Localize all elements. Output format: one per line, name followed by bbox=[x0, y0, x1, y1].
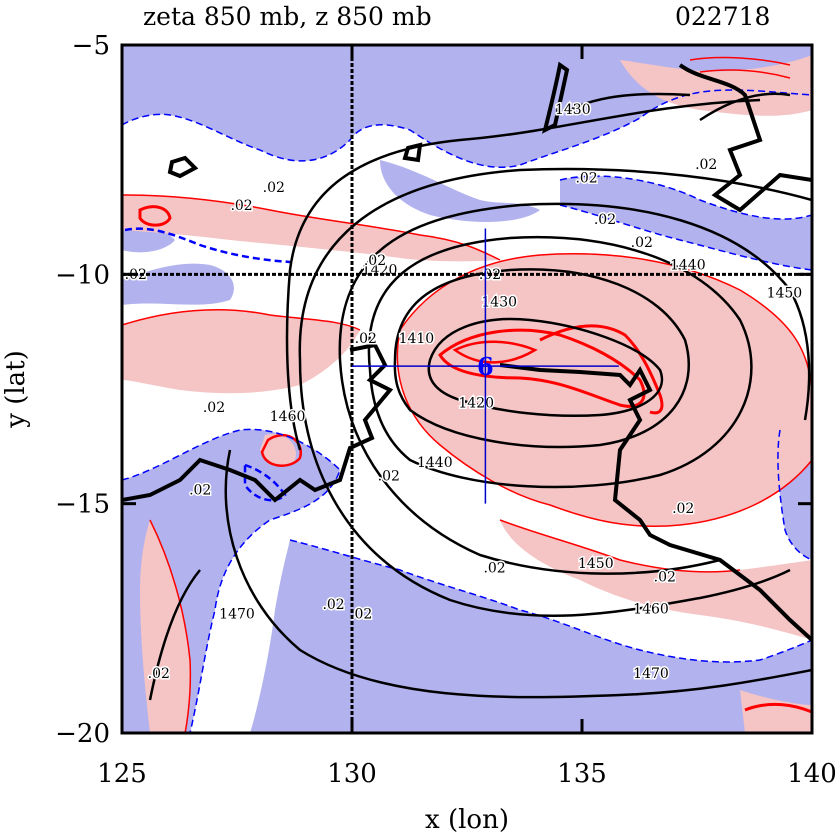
vorticity-contour-label-8: .02 bbox=[203, 400, 225, 416]
pos-region-southwest-strip bbox=[140, 520, 191, 733]
pos-contour-southeast bbox=[499, 519, 741, 573]
y-tick-label--10: −10 bbox=[55, 260, 110, 290]
height-contour-label-1: 1430 bbox=[481, 294, 517, 310]
pos-contour-west-band bbox=[122, 309, 361, 331]
vorticity-contour-label-4: .02 bbox=[575, 171, 597, 187]
coastline-island-center bbox=[402, 142, 423, 163]
coastline bbox=[122, 61, 812, 642]
height-contour-label-4: 1440 bbox=[417, 455, 453, 471]
pos-contour-storm-core-1 bbox=[438, 328, 646, 408]
plot-area: 1420 1430 1430 1440 1440 1450 1450 1460 1460 1470… bbox=[122, 45, 812, 733]
height-contour-label-11: 1410 bbox=[399, 331, 435, 347]
coastline-north bbox=[542, 61, 570, 134]
height-contour-label-0: 1420 bbox=[458, 395, 494, 411]
coastline-storm-land bbox=[499, 363, 812, 642]
vorticity-contour-label-18: .02 bbox=[148, 666, 170, 682]
vorticity-contour-label-3: .02 bbox=[631, 235, 653, 251]
coastline-main bbox=[122, 342, 394, 503]
vorticity-contour-label-15: .02 bbox=[672, 501, 694, 517]
pos-contour-se-corner bbox=[744, 702, 812, 714]
height-contour-1450 bbox=[338, 202, 811, 421]
neg-contour-northeast bbox=[559, 175, 812, 220]
neg-contour-northeast-lower bbox=[559, 204, 812, 271]
height-contour-labels: 1420 1430 1430 1440 1440 1450 1450 1460 1460 1470… bbox=[218, 100, 804, 683]
height-contour-label-10: 1470 bbox=[219, 606, 255, 622]
pos-contour-storm-core-2 bbox=[452, 340, 538, 364]
y-tick-label--20: −20 bbox=[55, 719, 110, 749]
negative-vorticity-contours bbox=[122, 89, 812, 733]
height-contour-west bbox=[285, 269, 302, 451]
vorticity-contour-label-2: .02 bbox=[594, 212, 616, 228]
plot-frame bbox=[120, 43, 814, 735]
height-contour-1470-south bbox=[224, 449, 812, 699]
pos-region-storm bbox=[397, 253, 812, 527]
vorticity-contour-label-1: .02 bbox=[230, 198, 252, 214]
pos-contour-northwest bbox=[122, 194, 501, 261]
neg-contour-nw-core bbox=[124, 227, 291, 264]
neg-contour-east-edge bbox=[777, 429, 812, 561]
height-contour-west-edge bbox=[148, 569, 201, 701]
x-tick-label-125: 125 bbox=[97, 759, 147, 789]
pos-contour-nw-spot bbox=[138, 205, 172, 227]
vorticity-contour-label-6: .02 bbox=[364, 253, 386, 269]
chart-title: zeta 850 mb, z 850 mb bbox=[143, 2, 432, 31]
chart-date-code: 022718 bbox=[675, 2, 770, 31]
pos-contour-storm-south bbox=[396, 329, 812, 528]
neg-contour-north-band bbox=[122, 89, 812, 169]
neg-contour-south-center bbox=[289, 539, 812, 663]
vorticity-contour-label-17: .02 bbox=[350, 606, 372, 622]
y-tick-label--15: −15 bbox=[55, 490, 110, 520]
vorticity-contour-label-14: .02 bbox=[654, 570, 676, 586]
height-contour-label-7: 1460 bbox=[633, 602, 669, 618]
pos-contour-south-strip bbox=[149, 519, 192, 733]
x-axis: 125 130 135 140 bbox=[97, 45, 837, 789]
vorticity-contour-label-0: .02 bbox=[263, 180, 285, 196]
x-tick-label-130: 130 bbox=[327, 759, 377, 789]
vorticity-contour-label-13: .02 bbox=[483, 560, 505, 576]
pos-region-northwest-band bbox=[122, 195, 500, 262]
height-contour-label-9: 1470 bbox=[633, 666, 669, 682]
y-tick-label--5: −5 bbox=[72, 31, 110, 61]
pos-region-south-east bbox=[500, 520, 812, 640]
vorticity-contour-label-12: .02 bbox=[355, 331, 377, 347]
height-contour-1440 bbox=[367, 236, 753, 489]
x-tick-label-135: 135 bbox=[557, 759, 607, 789]
pos-region-southeast-corner bbox=[740, 690, 812, 733]
vorticity-contour-label-10: .02 bbox=[189, 482, 211, 498]
height-contour-1470 bbox=[288, 98, 761, 271]
pos-contour-storm-outer bbox=[399, 253, 812, 401]
height-contour-label-2: 1430 bbox=[555, 102, 591, 118]
positive-vorticity-contours bbox=[122, 56, 812, 733]
pos-contour-west-blob bbox=[260, 433, 302, 467]
y-axis: −5 −10 −15 −20 bbox=[55, 31, 812, 749]
height-contour-1420 bbox=[427, 317, 664, 418]
vorticity-contour-label-9: .02 bbox=[378, 469, 400, 485]
vorticity-contour-label-16: .02 bbox=[322, 597, 344, 613]
height-contour-1450-south bbox=[338, 359, 721, 575]
height-contour-label-6: 1450 bbox=[767, 285, 803, 301]
x-axis-title: x (lon) bbox=[425, 805, 509, 835]
height-contour-label-5: 1450 bbox=[578, 556, 614, 572]
coastline-island-nw bbox=[167, 155, 199, 179]
storm-center-label: 6 bbox=[477, 352, 494, 381]
pos-contour-ne-cluster bbox=[689, 56, 791, 79]
vorticity-contour-label-5: .02 bbox=[695, 157, 717, 173]
neg-contour-sw-core bbox=[243, 463, 287, 502]
height-contour-label-8: 1460 bbox=[270, 409, 306, 425]
pos-region-northeast bbox=[620, 55, 812, 116]
height-contour-label-3: 1440 bbox=[670, 258, 706, 274]
coastline-northeast bbox=[678, 63, 812, 213]
pos-region-west-spot bbox=[260, 434, 296, 466]
x-tick-label-140: 140 bbox=[787, 759, 837, 789]
y-axis-title: y (lat) bbox=[1, 350, 31, 429]
vorticity-contour-labels: .02 .02 .02 .02 .02 .02 .02 .02 .02 .02 .02 .02 .02.… bbox=[123, 155, 719, 683]
